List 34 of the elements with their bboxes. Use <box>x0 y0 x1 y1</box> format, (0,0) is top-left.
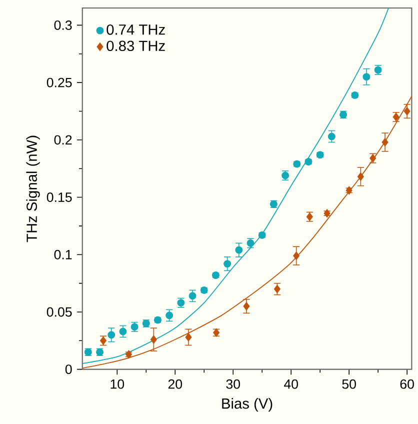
point <box>235 246 243 254</box>
x-tick-label: 60 <box>400 379 414 389</box>
y-tick-label: 0.1 <box>54 250 72 260</box>
point <box>274 284 281 294</box>
y-tick-label: 0.3 <box>54 20 72 30</box>
point <box>243 302 250 311</box>
line-series <box>82 8 390 364</box>
y-tick-label: 0.2 <box>54 135 72 145</box>
line-series <box>82 96 412 369</box>
point <box>185 332 192 342</box>
y-tick-label: 0.25 <box>47 78 72 88</box>
y-tick-label: 0 <box>66 364 72 374</box>
point <box>150 335 158 344</box>
x-tick-label: 50 <box>342 379 356 389</box>
x-tick-label: 40 <box>284 379 298 389</box>
x-axis-title: Bias (V) <box>222 398 272 412</box>
x-tick-label: 10 <box>110 379 124 389</box>
y-tick-label: 0.05 <box>47 307 72 317</box>
point <box>382 138 388 146</box>
point <box>224 260 232 268</box>
x-tick-label: 30 <box>226 379 240 389</box>
x-tick-label: 20 <box>168 379 182 389</box>
y-tick-label: 0.15 <box>47 192 72 202</box>
point <box>328 132 336 140</box>
point <box>188 292 196 300</box>
point <box>166 312 174 320</box>
point <box>108 331 116 339</box>
point <box>358 172 364 181</box>
y-axis-title: THz Signal (nW) <box>26 136 40 242</box>
point <box>362 73 370 81</box>
point <box>293 252 300 260</box>
legend-label: 0.74 THz <box>106 24 166 35</box>
legend-label: 0.83 THz <box>106 40 166 52</box>
point <box>119 328 127 336</box>
